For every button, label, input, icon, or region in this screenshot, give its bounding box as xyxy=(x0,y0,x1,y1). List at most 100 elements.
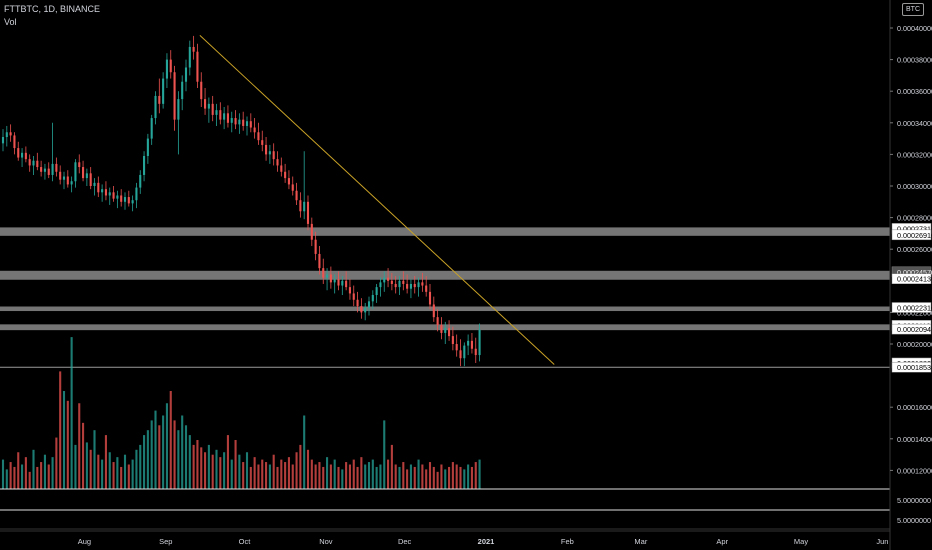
candle-body xyxy=(440,325,443,333)
price-label-box xyxy=(891,229,932,241)
volume-bar xyxy=(398,466,401,489)
volume-bar xyxy=(306,449,310,489)
candle-body xyxy=(165,59,168,79)
candle-body xyxy=(329,274,332,283)
volume-bar xyxy=(165,403,168,489)
volume-bar xyxy=(123,454,127,489)
price-axis[interactable]: 0.00040000 0.00038000 0.00036000 0.00034000… xyxy=(889,0,932,550)
candle-body xyxy=(230,118,233,123)
candle-body xyxy=(318,253,321,269)
candle-body xyxy=(36,160,39,168)
candle-body xyxy=(306,201,310,224)
volume-bar xyxy=(78,403,81,489)
candle-body xyxy=(127,197,130,204)
currency-badge[interactable]: BTC xyxy=(902,3,924,16)
candle-body xyxy=(417,282,420,288)
candle-body xyxy=(432,304,435,318)
candle-body xyxy=(150,118,153,139)
volume-bar xyxy=(17,452,20,489)
candle-body xyxy=(28,159,31,166)
candle-body xyxy=(352,293,355,300)
candle-body xyxy=(143,155,146,175)
volume-bar xyxy=(139,444,142,489)
symbol-line: FTTBTC, 1D, BINANCE xyxy=(4,4,101,14)
time-tick-label: Sep xyxy=(159,537,172,546)
volume-bar xyxy=(352,459,355,489)
candle-body xyxy=(406,283,409,289)
volume-bar xyxy=(192,444,195,489)
price-label-box xyxy=(891,361,932,373)
candle-body xyxy=(55,163,58,172)
volume-bar xyxy=(131,459,134,489)
candle-body xyxy=(276,159,279,166)
volume-bar xyxy=(421,464,424,489)
candle-body xyxy=(459,350,462,359)
candle-body xyxy=(101,189,104,193)
candle-body xyxy=(123,197,127,202)
candle-body xyxy=(387,277,390,281)
candle-body xyxy=(287,178,290,185)
time-tick-label: Feb xyxy=(561,537,574,546)
candle-body xyxy=(9,132,12,136)
volume-bar xyxy=(284,462,287,489)
candle-body xyxy=(314,239,317,254)
candle-body xyxy=(299,200,302,212)
volume-bar xyxy=(47,464,50,489)
candle-body xyxy=(341,280,344,286)
candle-body xyxy=(200,81,203,100)
price-tick-label: 0.00012000 xyxy=(897,466,932,475)
candle-body xyxy=(97,182,100,193)
volume-bar xyxy=(200,447,203,489)
volume-bar xyxy=(345,462,348,489)
candle-body xyxy=(333,279,336,283)
lower-pane-tick-label: 5.0000000 xyxy=(897,516,931,525)
candle-body xyxy=(62,176,66,180)
candle-body xyxy=(337,279,340,286)
volume-bar xyxy=(451,462,454,489)
volume-bar xyxy=(280,459,283,489)
candle-body xyxy=(238,119,241,125)
price-tick-label: 0.00014000 xyxy=(897,435,932,444)
volume-bar xyxy=(402,462,405,489)
volume-bar xyxy=(158,425,161,489)
candle-body xyxy=(196,51,199,82)
candle-body xyxy=(74,162,77,182)
volume-bar xyxy=(387,459,390,489)
time-tick-label: Nov xyxy=(319,537,333,546)
candle-body xyxy=(326,274,329,278)
candle-body xyxy=(436,317,439,326)
candle-body xyxy=(428,291,432,305)
candle-body xyxy=(413,283,416,288)
candle-body xyxy=(398,280,401,288)
time-tick-label: Jun xyxy=(876,537,888,546)
candle-body xyxy=(85,173,88,179)
volume-bar xyxy=(143,435,146,489)
volume-bar xyxy=(135,449,138,489)
candle-body xyxy=(181,81,184,100)
volume-bar xyxy=(55,437,58,489)
volume-bar xyxy=(104,435,107,489)
candle-body xyxy=(66,176,69,185)
price-tick-label: 0.00032000 xyxy=(897,150,932,159)
volume-bar xyxy=(43,454,46,489)
candle-body xyxy=(390,280,393,284)
volume-bar xyxy=(223,452,226,489)
volume-bar xyxy=(310,459,313,489)
candle-body xyxy=(93,182,96,186)
volume-bar xyxy=(97,454,100,489)
volume-bar xyxy=(318,462,321,489)
candle-body xyxy=(204,99,207,109)
time-axis[interactable]: Aug Sep Oct Nov Dec 2021 Feb Mar Apr May Jun xyxy=(0,530,890,546)
volume-bar xyxy=(440,464,443,489)
candle-body xyxy=(425,285,428,292)
candle-body xyxy=(463,345,466,359)
candle-body xyxy=(364,307,367,313)
price-tick-label: 0.00016000 xyxy=(897,403,932,412)
volume-bar xyxy=(127,464,130,489)
candle-body xyxy=(444,328,447,333)
volume-bar xyxy=(89,449,92,489)
volume-bar xyxy=(432,466,435,489)
volume-bar xyxy=(253,457,256,489)
volume-bar xyxy=(276,466,279,489)
